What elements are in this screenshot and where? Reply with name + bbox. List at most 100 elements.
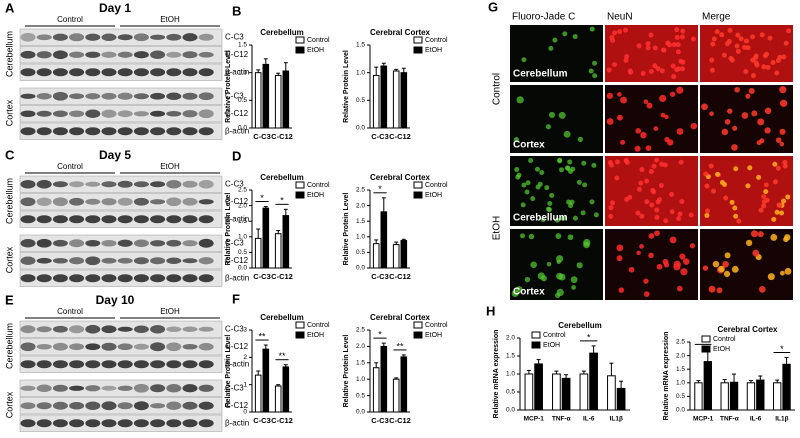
blot-band <box>52 197 68 207</box>
cell <box>741 44 747 50</box>
x-tick-label: IL-6 <box>583 416 595 423</box>
blot-band <box>101 342 117 351</box>
cell <box>634 145 641 152</box>
cell <box>671 74 677 80</box>
error-bar <box>401 354 406 357</box>
y-axis-label: Relative Protein Level <box>343 193 350 266</box>
blot-band <box>198 179 214 189</box>
legend-label: Control <box>425 322 448 329</box>
blot-band <box>166 401 182 411</box>
cell <box>636 186 642 192</box>
cell <box>623 57 629 63</box>
cell <box>756 174 762 180</box>
cell <box>731 144 738 151</box>
cell <box>777 54 783 60</box>
y-tick-label: 2.0 <box>238 202 247 209</box>
bar <box>400 72 408 129</box>
cell <box>614 175 620 181</box>
cell <box>704 183 710 189</box>
cell <box>660 112 666 118</box>
group-label: Control <box>57 162 83 171</box>
blot-band <box>182 384 198 393</box>
region-label: Cerebellum <box>4 178 14 224</box>
x-tick-label: C-C3 <box>253 272 271 281</box>
blot-band <box>69 274 85 283</box>
blot-band <box>150 199 166 205</box>
blot-band <box>117 180 133 188</box>
cell <box>643 278 649 284</box>
cell <box>758 207 764 213</box>
blot-band <box>150 92 166 100</box>
blot-band <box>166 110 182 117</box>
y-tick-label: 0.0 <box>238 125 247 132</box>
cell <box>731 265 739 273</box>
cell <box>638 180 644 186</box>
bar <box>703 361 712 411</box>
y-axis-label: Relative mRNA expression <box>493 330 500 419</box>
cell <box>568 203 574 209</box>
blot-band <box>52 181 68 188</box>
blot-band <box>85 419 101 428</box>
cell <box>571 285 576 290</box>
y-tick-label: 1.0 <box>676 380 685 387</box>
blot-band <box>85 68 101 77</box>
cell <box>570 276 578 284</box>
panel-letter: G <box>488 0 498 14</box>
cell <box>674 34 680 40</box>
error-bar <box>256 69 261 73</box>
column-header: NeuN <box>607 12 633 23</box>
cell <box>719 179 725 185</box>
region-label: Cortex <box>4 99 14 126</box>
y-tick-label: 0.5 <box>676 393 685 400</box>
cell <box>651 163 657 169</box>
blot-row-label: C-C3 <box>225 383 244 392</box>
blot-row-label: β-actin <box>225 126 249 135</box>
blot-band <box>150 50 166 60</box>
cell <box>786 28 792 34</box>
blot-band <box>52 33 68 41</box>
cell <box>689 243 696 249</box>
blot-band <box>166 360 182 369</box>
blot-band <box>150 403 166 409</box>
cell <box>677 211 683 217</box>
cell <box>559 167 565 173</box>
blot-band <box>117 127 133 136</box>
blot-band <box>52 360 68 369</box>
panel-letter: D <box>232 148 241 163</box>
group-label: Control <box>57 307 83 316</box>
error-bar <box>748 380 753 383</box>
blot-band <box>101 325 117 334</box>
cell <box>627 194 633 200</box>
blot-band <box>182 360 198 369</box>
cell <box>724 252 731 259</box>
bar <box>720 382 729 411</box>
y-axis-label: Relative Protein Level <box>225 335 232 408</box>
legend-swatch <box>413 321 423 329</box>
cell <box>733 166 739 172</box>
y-tick-label: 1 <box>243 381 247 388</box>
blot-band <box>20 215 36 224</box>
blot-band <box>198 360 214 369</box>
cell <box>770 233 778 241</box>
x-tick-label: C-C3 <box>371 416 389 425</box>
y-tick-label: 0 <box>243 409 247 416</box>
blot-band <box>133 401 149 411</box>
region-label: Cortex <box>4 246 14 273</box>
blot-band <box>182 33 198 42</box>
legend-label: EtOH <box>307 332 324 339</box>
cell <box>779 141 785 147</box>
y-tick-label: 2 <box>243 354 247 361</box>
cell <box>676 216 682 222</box>
blot-band <box>133 197 149 206</box>
blot-band <box>69 68 85 77</box>
cell <box>732 205 738 211</box>
cell <box>616 244 624 252</box>
blot-row-label: C-C3 <box>225 179 244 188</box>
group-label: Control <box>57 15 83 24</box>
blot-band <box>198 215 214 224</box>
x-tick-label: C-C12 <box>389 272 411 281</box>
x-tick-label: C-C12 <box>271 272 293 281</box>
x-tick-label: C-C12 <box>389 416 411 425</box>
bar <box>282 366 290 413</box>
